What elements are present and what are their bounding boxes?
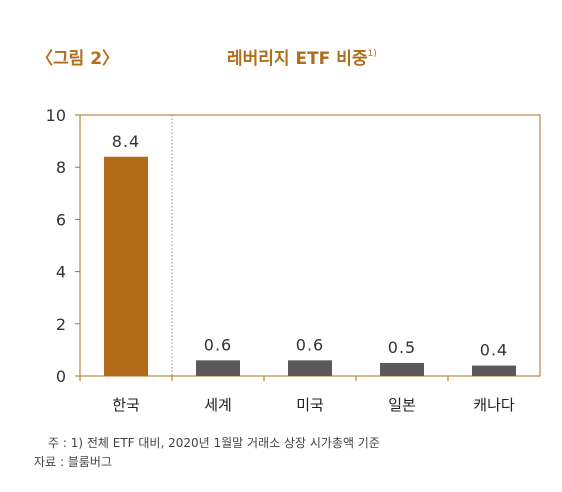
y-tick-label: 0 (56, 367, 66, 386)
x-tick-label: 한국 (112, 396, 140, 414)
bar (196, 360, 240, 376)
x-tick-label: 일본 (388, 396, 416, 414)
y-tick-label: 4 (56, 263, 66, 282)
figure-label: 〈그림 2〉 (36, 49, 120, 69)
data-label: 0.6 (204, 335, 232, 354)
data-label: 0.6 (296, 335, 324, 354)
data-label: 8.4 (112, 132, 140, 151)
bar (104, 156, 148, 376)
x-tick-label: 캐나다 (473, 396, 515, 414)
x-tick-label: 세계 (204, 396, 232, 414)
bar (380, 362, 424, 376)
data-label: 0.4 (480, 341, 508, 360)
y-tick-label: 8 (56, 158, 66, 177)
y-tick-label: 6 (56, 210, 66, 229)
bar (288, 360, 332, 376)
x-tick-label: 미국 (296, 396, 324, 414)
chart-footnote: 주 : 1) 전체 ETF 대비, 2020년 1월말 거래소 상장 시가총액 … (48, 436, 380, 450)
chart-title: 레버리지 ETF 비중1) (227, 44, 377, 69)
chart-source: 자료 : 블룸버그 (34, 455, 112, 469)
y-tick-label: 2 (56, 315, 66, 334)
data-label: 0.5 (388, 338, 416, 357)
bar (472, 365, 516, 376)
y-tick-label: 10 (46, 106, 66, 125)
chart-title-footnote-mark: 1) (367, 49, 377, 59)
chart-title-text: 레버리지 ETF 비중 (227, 49, 368, 69)
